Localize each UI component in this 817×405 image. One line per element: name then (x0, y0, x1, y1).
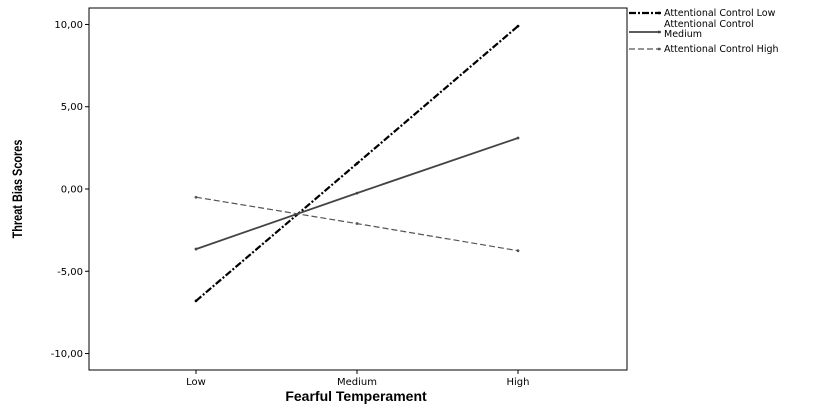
y-axis: 10,00 5,00 0,00 -5,00 -10,00 (51, 20, 89, 360)
legend-marker (657, 30, 661, 34)
legend-marker (657, 47, 661, 51)
y-tick-label: 10,00 (54, 20, 83, 31)
x-axis: Low Medium High (186, 370, 529, 388)
y-axis-title: Threat Bias Scores (10, 140, 26, 239)
plot-frame (88, 7, 628, 371)
y-tick-label: -10,00 (51, 349, 83, 360)
y-tick-label: -5,00 (57, 267, 83, 278)
data-point (355, 222, 359, 225)
data-point (516, 249, 520, 253)
y-tick-label: 0,00 (61, 185, 83, 196)
x-tick-label: Medium (337, 377, 377, 388)
x-axis-title: Fearful Temperament (285, 388, 427, 404)
x-tick-label: Low (186, 377, 206, 388)
data-point (516, 136, 520, 140)
x-tick-label: High (507, 377, 530, 388)
legend-label-1: Attentional Control Low (664, 8, 776, 19)
legend-marker (657, 11, 661, 15)
data-point (194, 247, 198, 251)
data-point (355, 162, 359, 165)
data-point (355, 191, 359, 195)
data-point (194, 195, 198, 199)
legend-label-2: Attentional Control Medium (664, 19, 754, 40)
y-tick-label: 5,00 (61, 102, 83, 113)
legend-label-3: Attentional Control High (664, 44, 779, 55)
series-layer (194, 24, 520, 303)
data-point (516, 24, 520, 28)
data-point (194, 299, 198, 303)
